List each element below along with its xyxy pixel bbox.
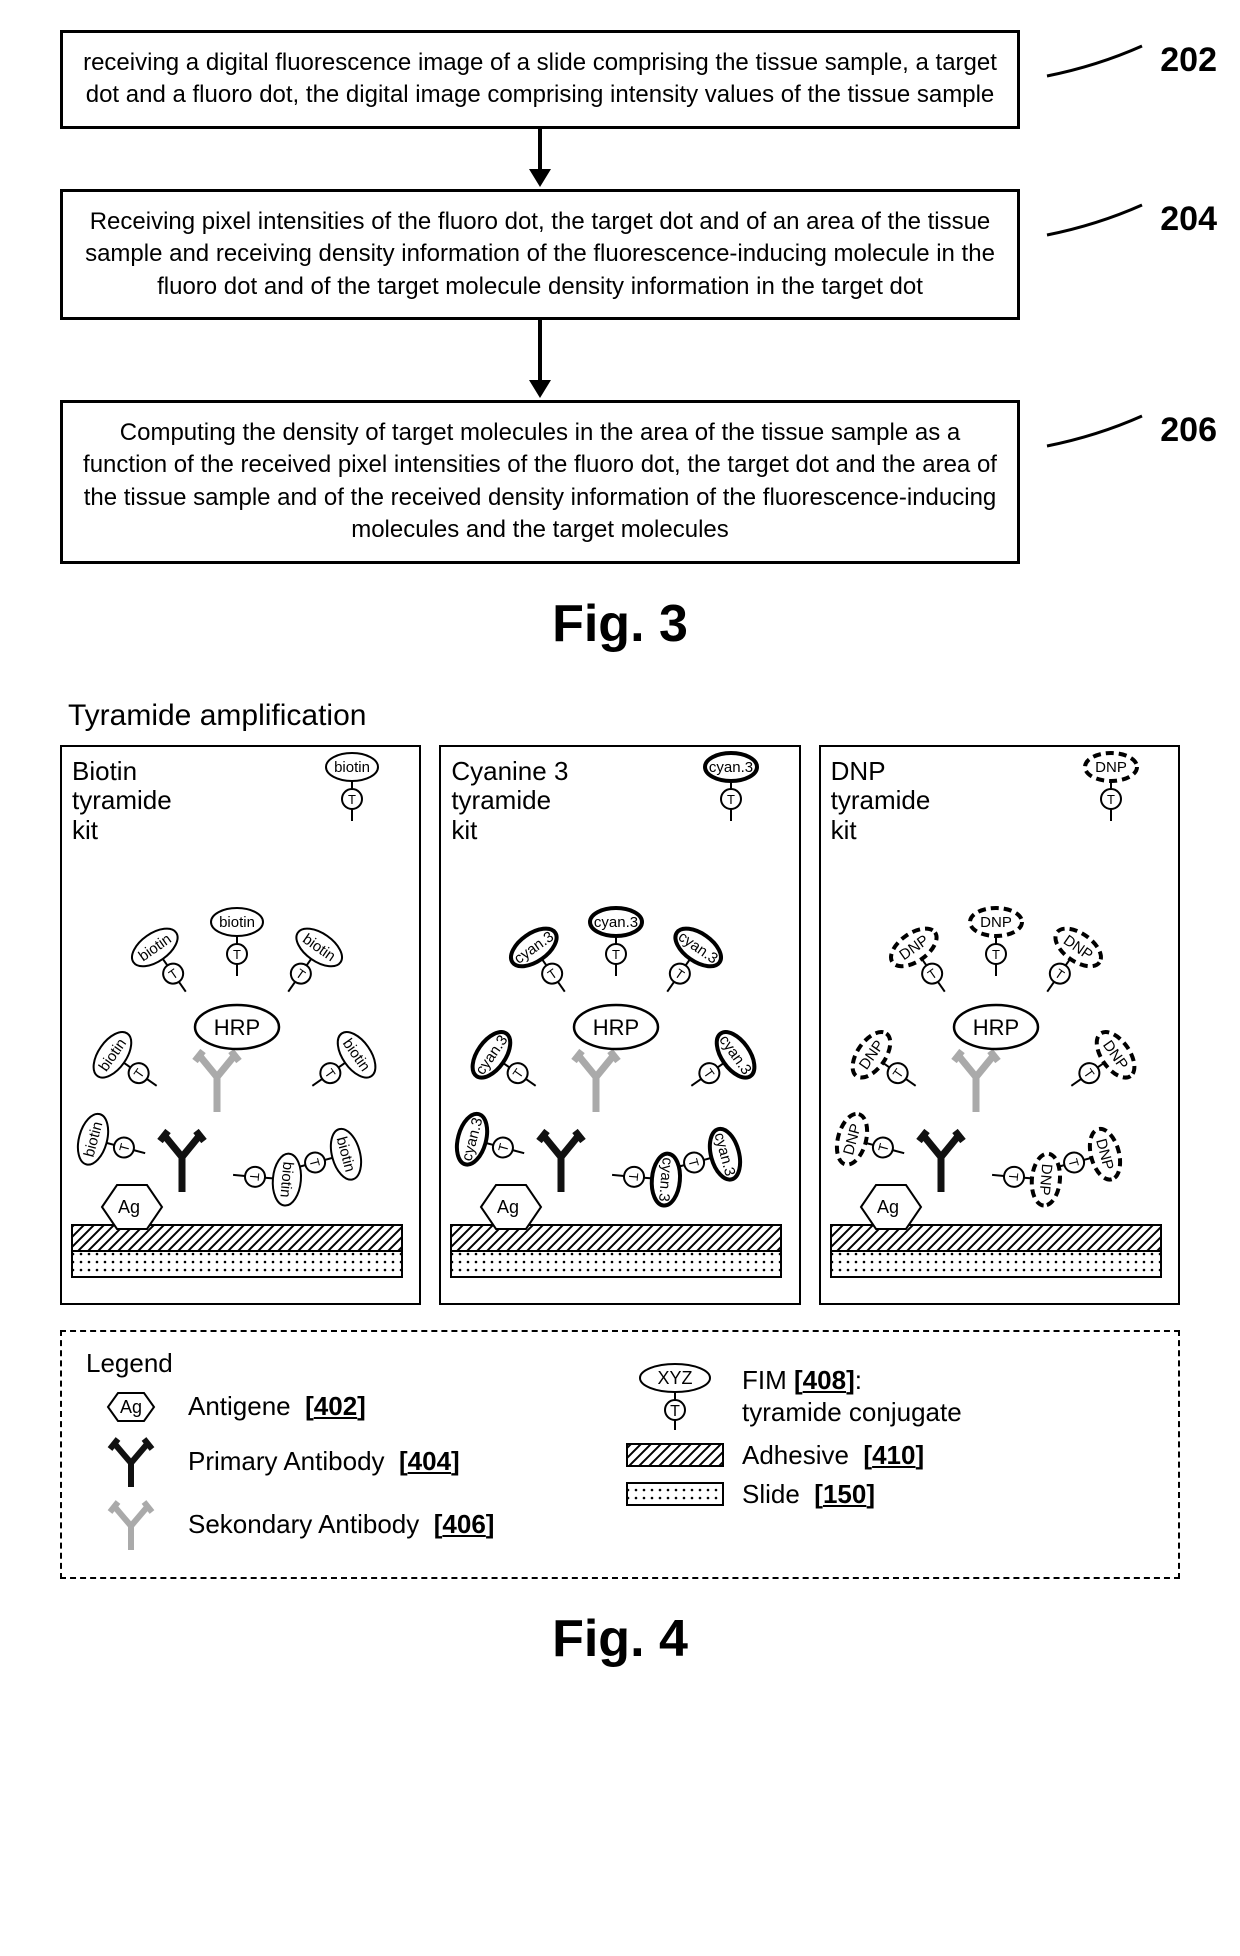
callout-3-ref: 206 bbox=[1160, 408, 1217, 454]
flow-box-1-text: receiving a digital fluorescence image o… bbox=[83, 49, 997, 108]
svg-text:Ag: Ag bbox=[120, 1397, 142, 1417]
panels-row: Biotintyramidekit biotin T Ag bbox=[60, 745, 1180, 1305]
svg-text:HRP: HRP bbox=[593, 1015, 639, 1040]
panel-1: Cyanine 3tyramidekit cyan.3 T Ag bbox=[439, 745, 800, 1305]
callout-1: 202 bbox=[1042, 38, 1217, 84]
svg-text:T: T bbox=[1005, 1172, 1021, 1181]
svg-text:Ag: Ag bbox=[877, 1197, 899, 1217]
flow-box-1: receiving a digital fluorescence image o… bbox=[60, 30, 1020, 129]
svg-text:DNP: DNP bbox=[980, 914, 1012, 931]
legend-item-primary-ab: Primary Antibody [404] bbox=[86, 1435, 620, 1490]
svg-text:biotin: biotin bbox=[334, 759, 370, 776]
antibody-secondary-icon bbox=[86, 1498, 176, 1553]
legend-col-left: Legend Ag Antigene [402] Primary Antibod… bbox=[86, 1348, 620, 1561]
legend-item-fim: XYZ T FIM [408]: tyramide conjugate bbox=[620, 1362, 1154, 1432]
svg-text:T: T bbox=[992, 947, 1000, 962]
callout-2: 204 bbox=[1042, 197, 1217, 243]
fig4-label: Fig. 4 bbox=[50, 1609, 1190, 1669]
svg-text:cyan.3: cyan.3 bbox=[594, 914, 638, 931]
flow-box-3: Computing the density of target molecule… bbox=[60, 400, 1020, 564]
svg-text:cyan.3: cyan.3 bbox=[709, 759, 753, 776]
callout-2-ref: 204 bbox=[1160, 197, 1217, 243]
legend-box: Legend Ag Antigene [402] Primary Antibod… bbox=[60, 1330, 1180, 1579]
svg-text:T: T bbox=[348, 792, 356, 807]
fig3-label: Fig. 3 bbox=[50, 594, 1190, 654]
section-title: Tyramide amplification bbox=[68, 699, 1190, 733]
svg-text:T: T bbox=[247, 1172, 263, 1181]
svg-text:T: T bbox=[233, 947, 241, 962]
svg-text:T: T bbox=[626, 1172, 642, 1181]
svg-text:XYZ: XYZ bbox=[657, 1368, 692, 1388]
svg-text:Ag: Ag bbox=[497, 1197, 519, 1217]
callout-1-ref: 202 bbox=[1160, 38, 1217, 84]
svg-text:HRP: HRP bbox=[972, 1015, 1018, 1040]
panel-svg: DNP T Ag HRP bbox=[821, 747, 1171, 1287]
flow-box-2: Receiving pixel intensities of the fluor… bbox=[60, 189, 1020, 320]
fig4-container: Tyramide amplification Biotintyramidekit… bbox=[50, 699, 1190, 1669]
panel-svg: cyan.3 T Ag HRP bbox=[441, 747, 791, 1287]
panel-2: DNPtyramidekit DNP T Ag bbox=[819, 745, 1180, 1305]
svg-text:T: T bbox=[612, 947, 620, 962]
legend-item-secondary-ab: Sekondary Antibody [406] bbox=[86, 1498, 620, 1553]
svg-text:Ag: Ag bbox=[118, 1197, 140, 1217]
svg-text:T: T bbox=[1107, 792, 1115, 807]
panel-0: Biotintyramidekit biotin T Ag bbox=[60, 745, 421, 1305]
flow-box-2-text: Receiving pixel intensities of the fluor… bbox=[85, 208, 995, 300]
legend-item-adhesive: Adhesive [410] bbox=[620, 1440, 1154, 1471]
svg-text:biotin: biotin bbox=[276, 1160, 296, 1197]
svg-text:T: T bbox=[727, 792, 735, 807]
fim-icon: XYZ T bbox=[620, 1362, 730, 1432]
fig3-container: receiving a digital fluorescence image o… bbox=[50, 30, 1190, 654]
svg-text:DNP: DNP bbox=[1095, 759, 1127, 776]
antibody-primary-icon bbox=[86, 1435, 176, 1490]
legend-item-slide: Slide [150] bbox=[620, 1479, 1154, 1510]
hexagon-icon: Ag bbox=[86, 1387, 176, 1427]
svg-text:T: T bbox=[670, 1403, 680, 1420]
dots-icon bbox=[620, 1479, 730, 1509]
flow-box-3-text: Computing the density of target molecule… bbox=[83, 419, 997, 543]
hatch-icon bbox=[620, 1440, 730, 1470]
svg-text:DNP: DNP bbox=[1035, 1163, 1055, 1196]
svg-text:HRP: HRP bbox=[214, 1015, 260, 1040]
panel-svg: biotin T Ag HRP bbox=[62, 747, 412, 1287]
legend-title: Legend bbox=[86, 1348, 620, 1379]
callout-3: 206 bbox=[1042, 408, 1217, 454]
arrow-2 bbox=[60, 320, 1020, 400]
legend-item-antigene: Ag Antigene [402] bbox=[86, 1387, 620, 1427]
svg-text:biotin: biotin bbox=[219, 914, 255, 931]
legend-col-right: XYZ T FIM [408]: tyramide conjugate bbox=[620, 1348, 1154, 1561]
arrow-1 bbox=[60, 129, 1020, 189]
